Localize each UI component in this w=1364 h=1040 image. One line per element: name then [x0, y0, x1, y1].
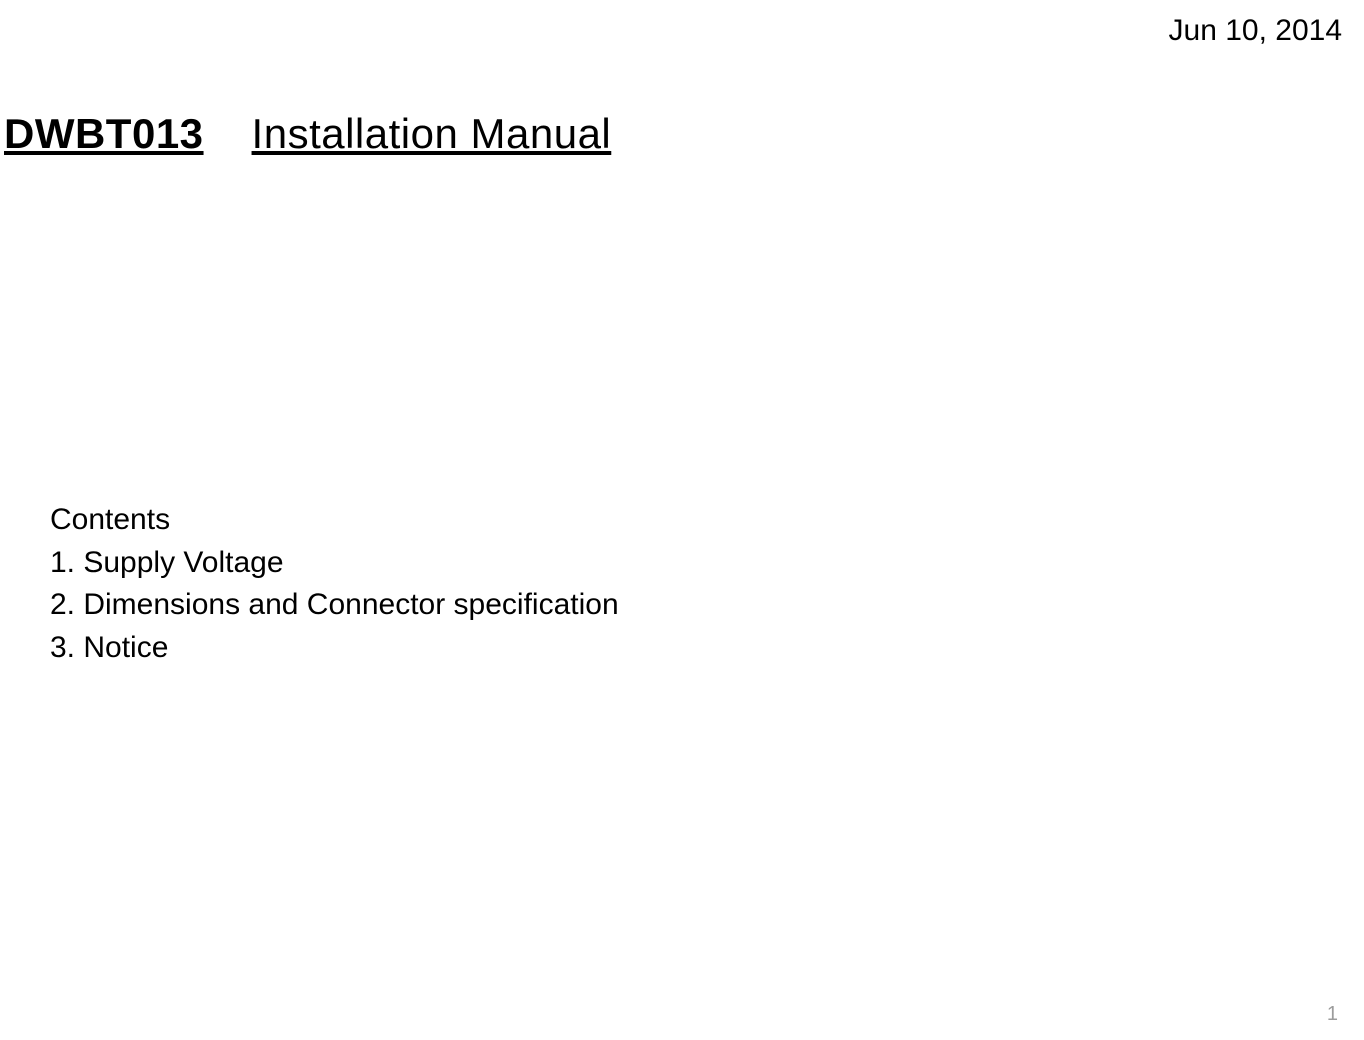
contents-section: Contents 1. Supply Voltage 2. Dimensions… — [50, 500, 619, 670]
contents-item: 2. Dimensions and Connector specificatio… — [50, 585, 619, 626]
document-date: Jun 10, 2014 — [1169, 14, 1342, 48]
contents-item: 3. Notice — [50, 628, 619, 669]
contents-heading: Contents — [50, 500, 619, 541]
model-number: DWBT013 — [4, 110, 204, 158]
document-title: DWBT013 Installation Manual — [4, 110, 611, 158]
contents-item: 1. Supply Voltage — [50, 543, 619, 584]
title-text: Installation Manual — [252, 110, 612, 158]
page-number: 1 — [1327, 1003, 1338, 1026]
